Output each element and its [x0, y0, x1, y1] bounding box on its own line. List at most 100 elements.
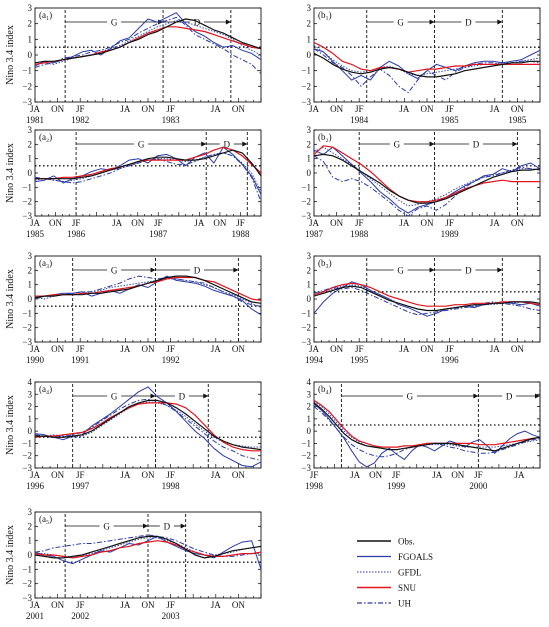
year-label: 1997	[71, 481, 90, 491]
y-tick-label: 0	[28, 426, 33, 436]
series-line-fgoals	[314, 146, 540, 214]
decay-label: D	[465, 266, 472, 276]
legend: Obs. FGOALS GFDL SNU UH	[357, 537, 433, 609]
y-axis-label: Nino 3.4 index	[5, 143, 16, 203]
y-tick-label: 1	[28, 414, 33, 424]
growth-label: G	[103, 522, 110, 532]
arrow-head	[535, 393, 540, 399]
legend-label: GFDL	[398, 568, 422, 578]
x-tick-label: ON	[142, 600, 155, 610]
series-line-snu	[35, 276, 261, 301]
year-label: 1987	[149, 229, 168, 239]
series-line-gfdl	[314, 45, 540, 76]
x-tick-label: ON	[421, 218, 434, 228]
y-tick-label: 3	[28, 125, 33, 135]
x-tick-label: JA	[30, 600, 41, 610]
y-tick-label: 4	[307, 377, 312, 387]
arrow-head	[150, 267, 156, 273]
series-line-obs	[35, 18, 261, 64]
decay-label: D	[465, 18, 472, 28]
y-tick-label: −2	[22, 579, 32, 589]
x-tick-label: JF	[355, 344, 364, 354]
arrow-head	[225, 19, 231, 25]
y-tick-label: −3	[22, 337, 32, 347]
y-axis-label: Nino 3.4 index	[5, 395, 16, 455]
series-line-uh	[35, 275, 261, 307]
plot-frame	[34, 255, 262, 343]
y-tick-label: 0	[307, 426, 312, 436]
x-tick-label: ON	[511, 218, 524, 228]
y-tick-label: −1	[301, 66, 311, 76]
x-tick-label: ON	[421, 344, 434, 354]
x-tick-label: JF	[474, 470, 483, 480]
x-tick-label: JF	[445, 218, 454, 228]
arrow-head	[233, 267, 239, 273]
year-label: 1985	[508, 115, 527, 125]
x-tick-label: JA	[211, 600, 222, 610]
x-tick-label: ON	[232, 470, 245, 480]
y-tick-label: 1	[28, 34, 33, 44]
year-label: 2000	[469, 481, 488, 491]
x-tick-label: JA	[120, 104, 131, 114]
y-tick-label: −1	[301, 308, 311, 318]
y-tick-label: −1	[22, 438, 32, 448]
x-tick-label: JF	[445, 104, 454, 114]
y-tick-label: 3	[307, 389, 312, 399]
x-tick-label: JA	[30, 470, 41, 480]
y-tick-label: 3	[307, 3, 312, 13]
series-line-snu	[35, 146, 261, 180]
year-label: 1992	[162, 355, 180, 365]
year-label: 1990	[26, 355, 45, 365]
y-axis-label: Nino 3.4 index	[5, 525, 16, 585]
year-label: 1986	[67, 229, 86, 239]
x-tick-label: JA	[309, 344, 320, 354]
year-label: 1981	[26, 115, 44, 125]
panel-a2: 3 2 1 0 −1 −2 −3 Nino 3.4 index JA ON JF JA ON JF JA ON…	[5, 125, 262, 239]
y-tick-label: 0	[28, 294, 33, 304]
y-tick-label: 0	[307, 50, 312, 60]
y-tick-label: −2	[301, 197, 311, 207]
panel-a5: 3 2 1 0 −1 −2 −3 Nino 3.4 index JA ON JF JA ON JF JA ON…	[5, 507, 262, 621]
series-line-snu	[314, 282, 540, 307]
panel-a1: 3 2 1 0 −1 −2 −3 Nino 3.4 index JA ON JF JA ON JF JA ON…	[5, 3, 262, 125]
year-label: 1982	[71, 115, 89, 125]
y-tick-label: −3	[301, 337, 311, 347]
x-tick-label: JA	[120, 470, 131, 480]
growth-label: G	[111, 392, 118, 402]
year-label: 2003	[162, 611, 181, 621]
arrow-head	[242, 141, 248, 147]
series-line-obs	[314, 52, 540, 78]
x-tick-label: ON	[330, 218, 343, 228]
y-tick-label: 0	[307, 168, 312, 178]
legend-label: UH	[398, 599, 411, 609]
series-line-snu	[314, 145, 540, 203]
panel-label: (a₁)	[39, 10, 52, 20]
y-tick-label: 3	[307, 125, 312, 135]
x-tick-label: JA	[30, 104, 41, 114]
series-line-fgoals	[35, 535, 261, 570]
series-line-obs	[35, 275, 261, 304]
growth-label: G	[111, 266, 118, 276]
series-line-fgoals	[314, 403, 540, 468]
x-tick-label: JA	[30, 344, 41, 354]
x-tick-label: JA	[112, 218, 123, 228]
series-line-uh	[35, 398, 261, 462]
year-label: 1985	[441, 115, 460, 125]
x-tick-label: ON	[51, 600, 64, 610]
x-tick-label: JA	[399, 104, 410, 114]
y-tick-label: −2	[301, 323, 311, 333]
series-line-gfdl	[35, 20, 261, 65]
x-tick-label: JA	[309, 218, 320, 228]
panel-label: (a₃)	[39, 258, 52, 268]
arrow-head	[497, 19, 503, 25]
year-label: 2001	[26, 611, 44, 621]
y-tick-label: −1	[301, 438, 311, 448]
x-tick-label: JA	[211, 104, 222, 114]
y-tick-label: 3	[28, 389, 33, 399]
year-label: 1998	[305, 481, 324, 491]
y-tick-label: 1	[28, 536, 33, 546]
